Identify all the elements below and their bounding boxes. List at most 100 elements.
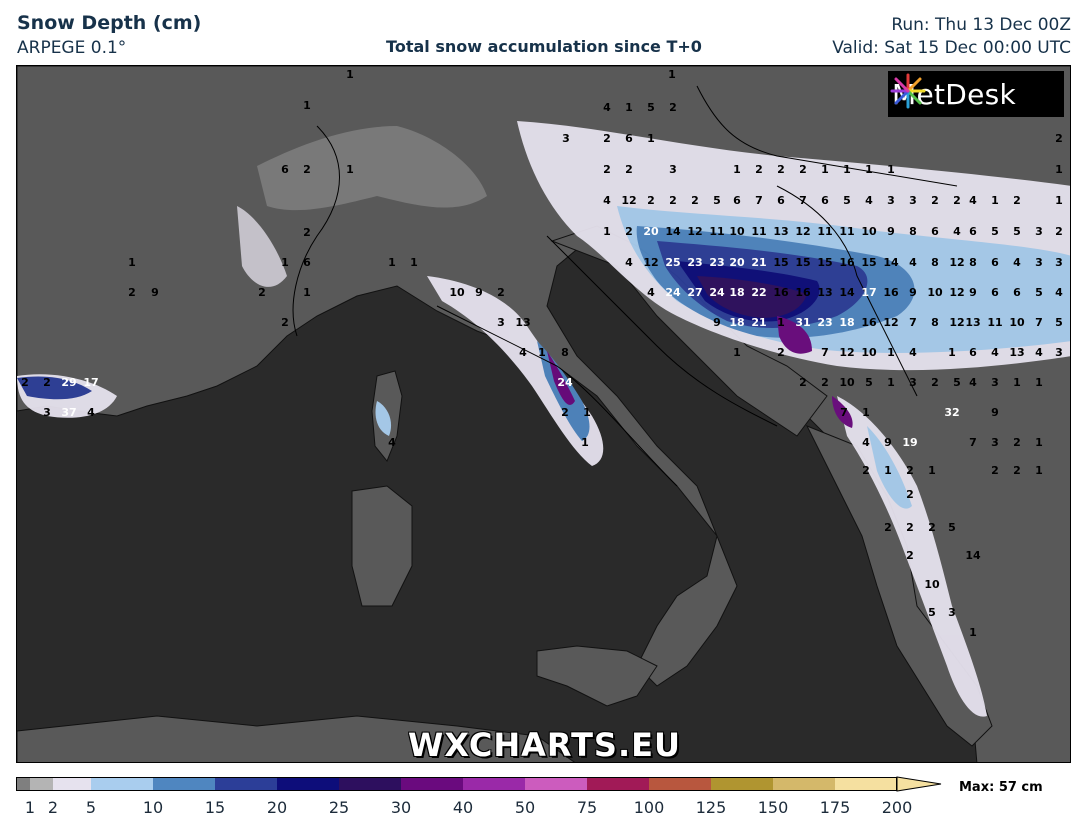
map-value-label: 4: [909, 346, 917, 359]
map-value-label: 3: [1035, 225, 1043, 238]
map-value-label: 1: [862, 406, 870, 419]
map-value-label: 15: [795, 256, 810, 269]
map-value-label: 2: [603, 163, 611, 176]
map-value-label: 2: [691, 194, 699, 207]
map-value-label: 16: [883, 286, 899, 299]
map-value-label: 4: [1055, 286, 1063, 299]
map-value-label: 11: [987, 316, 1002, 329]
map-value-label: 2: [953, 194, 961, 207]
legend-tick-label: 15: [204, 798, 226, 817]
legend-color-swatch: [525, 777, 587, 791]
map-value-label: 5: [713, 194, 721, 207]
map-value-label: 2: [1013, 464, 1021, 477]
map-value-label: 1: [668, 68, 676, 81]
map-value-label: 4: [388, 436, 396, 449]
map-value-label: 5: [953, 376, 961, 389]
legend-tick-label: 30: [390, 798, 412, 817]
map-value-label: 1: [1013, 376, 1021, 389]
map-value-label: 1: [346, 163, 354, 176]
map-value-label: 8: [931, 256, 939, 269]
map-value-label: 8: [909, 225, 917, 238]
map-value-label: 23: [817, 316, 832, 329]
map-value-label: 2: [497, 286, 505, 299]
map-value-label: 2: [603, 132, 611, 145]
map-value-label: 1: [843, 163, 851, 176]
map-value-label: 1: [865, 163, 873, 176]
chart-title: Snow Depth (cm): [17, 12, 202, 34]
map-value-label: 6: [991, 256, 999, 269]
legend-color-swatch: [649, 777, 711, 791]
map-value-label: 1: [281, 256, 289, 269]
map-value-label: 1: [1055, 194, 1063, 207]
map-value-label: 1: [821, 163, 829, 176]
legend-color-swatch: [30, 777, 53, 791]
legend-color-swatch: [215, 777, 277, 791]
map-value-label: 21: [751, 256, 766, 269]
map-value-label: 3: [669, 163, 677, 176]
map-value-label: 2: [799, 163, 807, 176]
map-value-label: 2: [821, 376, 829, 389]
map-value-label: 10: [927, 286, 943, 299]
map-value-label: 4: [862, 436, 870, 449]
legend-color-swatch: [153, 777, 215, 791]
map-value-label: 1: [887, 346, 895, 359]
map-value-label: 2: [777, 163, 785, 176]
max-value-label: Max: 57 cm: [959, 780, 1043, 795]
map-value-label: 6: [1013, 286, 1021, 299]
map-value-label: 6: [821, 194, 829, 207]
map-value-label: 6: [625, 132, 633, 145]
map-value-label: 1: [887, 376, 895, 389]
map-value-label: 1: [581, 436, 589, 449]
map-value-label: 12: [643, 256, 658, 269]
map-value-label: 2: [906, 464, 914, 477]
map-value-label: 1: [538, 346, 546, 359]
map-value-label: 4: [909, 256, 917, 269]
map-value-label: 12: [949, 286, 964, 299]
map-value-label: 3: [909, 376, 917, 389]
map-value-label: 11: [817, 225, 832, 238]
legend-color-swatch: [773, 777, 835, 791]
map-value-label: 12: [883, 316, 898, 329]
map-canvas: 1 14 1 5 213 2 6 1 26 2 1 2 2 3 1 2 2 2 1 1 1 1 14 12 2 2 2 5 6 7 6 7 6 5…: [17, 66, 1070, 762]
map-value-label: 17: [83, 376, 98, 389]
legend-color-swatch: [711, 777, 773, 791]
map-value-label: 13: [1009, 346, 1024, 359]
map-value-label: 14: [665, 225, 681, 238]
map-value-label: 20: [729, 256, 745, 269]
map-value-label: 2: [931, 194, 939, 207]
map-value-label: 16: [795, 286, 811, 299]
legend-tick-label: 200: [881, 798, 913, 817]
map-value-label: 1: [388, 256, 396, 269]
map-value-label: 2: [777, 346, 785, 359]
map-value-label: 2: [884, 521, 892, 534]
map-value-label: 1: [346, 68, 354, 81]
legend-tick-label: 20: [266, 798, 288, 817]
map-value-label: 12: [839, 346, 854, 359]
map-value-label: 19: [902, 436, 917, 449]
map-value-label: 3: [887, 194, 895, 207]
map-value-label: 4: [647, 286, 655, 299]
map-value-label: 10: [861, 225, 877, 238]
map-value-label: 7: [909, 316, 917, 329]
map-value-label: 6: [931, 225, 939, 238]
map-value-label: 9: [884, 436, 892, 449]
map-value-labels: 1 14 1 5 213 2 6 1 26 2 1 2 2 3 1 2 2 2 1 1 1 1 14 12 2 2 2 5 6 7 6 7 6 5…: [21, 68, 1063, 639]
map-value-label: 9: [909, 286, 917, 299]
map-value-label: 32: [944, 406, 959, 419]
map-value-label: 2: [258, 286, 266, 299]
legend-tick-label: 125: [695, 798, 727, 817]
legend-color-swatch: [463, 777, 525, 791]
map-value-label: 6: [991, 286, 999, 299]
map-value-label: 1: [1035, 376, 1043, 389]
map-value-label: 1: [777, 316, 785, 329]
legend-tick-label: 40: [452, 798, 474, 817]
map-value-label: 4: [519, 346, 527, 359]
map-value-label: 9: [151, 286, 159, 299]
map-value-label: 5: [1035, 286, 1043, 299]
legend-color-swatch: [53, 777, 91, 791]
map-value-label: 1: [969, 626, 977, 639]
watermark: WXCHARTS.EU: [408, 726, 681, 763]
map-value-label: 6: [969, 225, 977, 238]
map-value-label: 16: [861, 316, 877, 329]
map-value-label: 12: [795, 225, 810, 238]
